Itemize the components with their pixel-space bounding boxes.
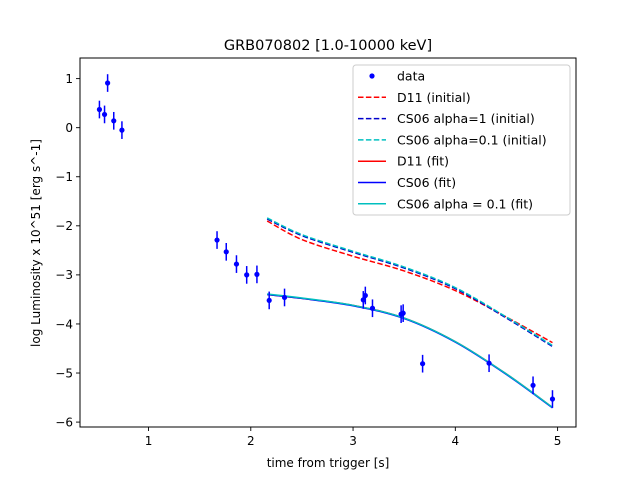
- series-line-2: [266, 217, 553, 347]
- x-tick-label-4: 5: [554, 434, 562, 448]
- data-point-4: [119, 127, 125, 133]
- data-point-14: [369, 305, 376, 311]
- legend-label-1: D11 (initial): [397, 90, 471, 105]
- data-point-7: [233, 261, 240, 267]
- y-tick-label-7: 1: [65, 72, 73, 86]
- y-tick-label-6: 0: [65, 121, 73, 135]
- data-points: [96, 74, 556, 408]
- y-axis-label: log Luminosity x 10^51 [erg s^-1]: [29, 139, 43, 347]
- y-tick-label-4: −2: [55, 219, 73, 233]
- data-point-13: [362, 292, 368, 299]
- axes-frame: [79, 57, 577, 428]
- x-tick-label-1: 2: [247, 434, 255, 448]
- legend-label-6: CS06 alpha = 0.1 (fit): [397, 196, 533, 211]
- data-point-1: [101, 111, 108, 118]
- chart-title: GRB070802 [1.0-10000 keV]: [224, 38, 432, 54]
- x-tick-label-0: 1: [145, 434, 153, 448]
- data-point-9: [254, 271, 260, 277]
- data-point-10: [266, 297, 272, 304]
- data-point-3: [111, 118, 117, 124]
- y-tick-label-2: −4: [55, 317, 73, 331]
- x-axis-label: time from trigger [s]: [267, 456, 390, 470]
- data-point-18: [486, 360, 492, 366]
- legend-label-5: CS06 (fit): [397, 175, 456, 190]
- data-point-19: [530, 382, 536, 388]
- legend-label-4: D11 (fit): [397, 154, 449, 169]
- x-tick-label-3: 4: [452, 434, 460, 448]
- legend-marker-0: [369, 73, 375, 79]
- series-line-0: [266, 220, 553, 344]
- y-tick-label-0: −6: [55, 415, 73, 429]
- data-point-0: [96, 106, 103, 113]
- x-tick-label-2: 3: [349, 434, 357, 448]
- data-point-11: [281, 294, 288, 301]
- legend-box: [352, 64, 571, 216]
- legend-label-2: CS06 alpha=1 (initial): [397, 111, 535, 126]
- data-point-6: [223, 249, 229, 255]
- data-point-20: [549, 396, 556, 402]
- series-line-1: [266, 218, 553, 348]
- data-point-5: [214, 237, 220, 243]
- plot-area: 1 2 3 4 5 −6 −5 −4 −3 −2 −1 0 1: [55, 57, 577, 448]
- legend: data D11 (initial) CS06 alpha=1 (initial) C…: [352, 64, 571, 216]
- data-point-8: [244, 272, 250, 278]
- data-point-17: [419, 361, 426, 367]
- legend-label-0: data: [397, 69, 425, 84]
- y-tick-label-5: −1: [55, 170, 73, 184]
- series-line-5: [267, 293, 553, 408]
- y-tick-label-1: −5: [55, 366, 73, 380]
- series-lines: [266, 217, 553, 409]
- data-point-16: [400, 310, 406, 316]
- y-tick-label-3: −3: [55, 268, 73, 282]
- legend-label-3: CS06 alpha=0.1 (initial): [397, 132, 547, 147]
- data-point-2: [105, 80, 111, 86]
